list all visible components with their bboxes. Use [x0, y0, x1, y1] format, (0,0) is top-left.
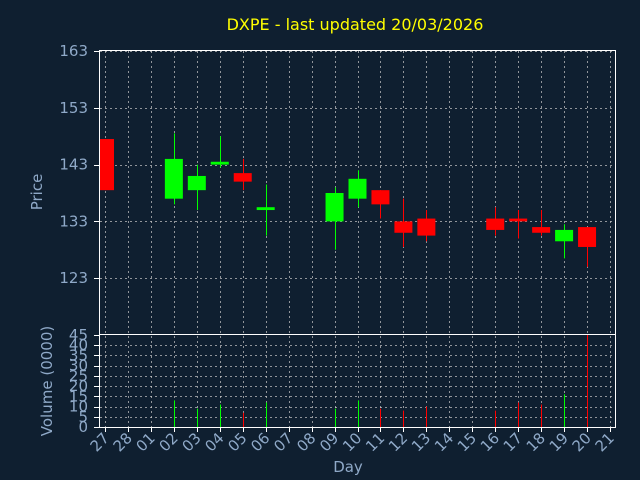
price-tick-label: 133 — [59, 212, 88, 230]
volume-tick-label: 30 — [69, 357, 88, 375]
candle-body — [509, 218, 528, 222]
price-tick-label: 163 — [59, 42, 88, 60]
candle-body — [417, 218, 436, 236]
volume-tick-label: 10 — [69, 398, 88, 416]
candle-body — [210, 161, 229, 165]
candle-body — [325, 193, 344, 222]
volume-tick-label: 40 — [69, 336, 88, 354]
candle-body — [164, 158, 183, 199]
candle-body — [371, 190, 390, 205]
candle-body — [555, 229, 574, 242]
candles — [100, 133, 597, 267]
volume-tick-label: 25 — [69, 367, 88, 385]
x-axis-label: Day — [333, 458, 363, 476]
volume-tick-label: 35 — [69, 346, 88, 364]
candle-body — [100, 139, 114, 191]
candle-body — [233, 173, 252, 182]
volume-bars — [174, 335, 588, 427]
candle-body — [578, 227, 597, 247]
price-tick-labels: 123 133 143 153 163 — [59, 42, 88, 287]
volume-tick-label: 15 — [69, 387, 88, 405]
volume-panel-frame — [99, 334, 616, 428]
chart-title: DXPE - last updated 20/03/2026 — [227, 15, 484, 34]
volume-grid — [94, 335, 615, 428]
candle-body — [532, 227, 551, 233]
candle-body — [348, 178, 367, 199]
volume-tick-label: 5 — [78, 408, 88, 426]
price-axis-label: Price — [28, 174, 46, 211]
x-tick-labels: 2728010203040506070809101112131415161718… — [87, 429, 618, 455]
candle-body — [256, 207, 275, 211]
price-tick-label: 123 — [59, 269, 88, 287]
candle-body — [394, 221, 413, 233]
volume-axis-label: Volume (0000) — [38, 326, 56, 436]
price-tick-label: 143 — [59, 156, 88, 174]
candle-body — [486, 218, 505, 230]
volume-tick-label: 0 — [78, 418, 88, 436]
volume-tick-label: 20 — [69, 377, 88, 395]
price-tick-label: 153 — [59, 99, 88, 117]
candle-body — [187, 175, 206, 191]
volume-tick-label: 45 — [69, 326, 88, 344]
